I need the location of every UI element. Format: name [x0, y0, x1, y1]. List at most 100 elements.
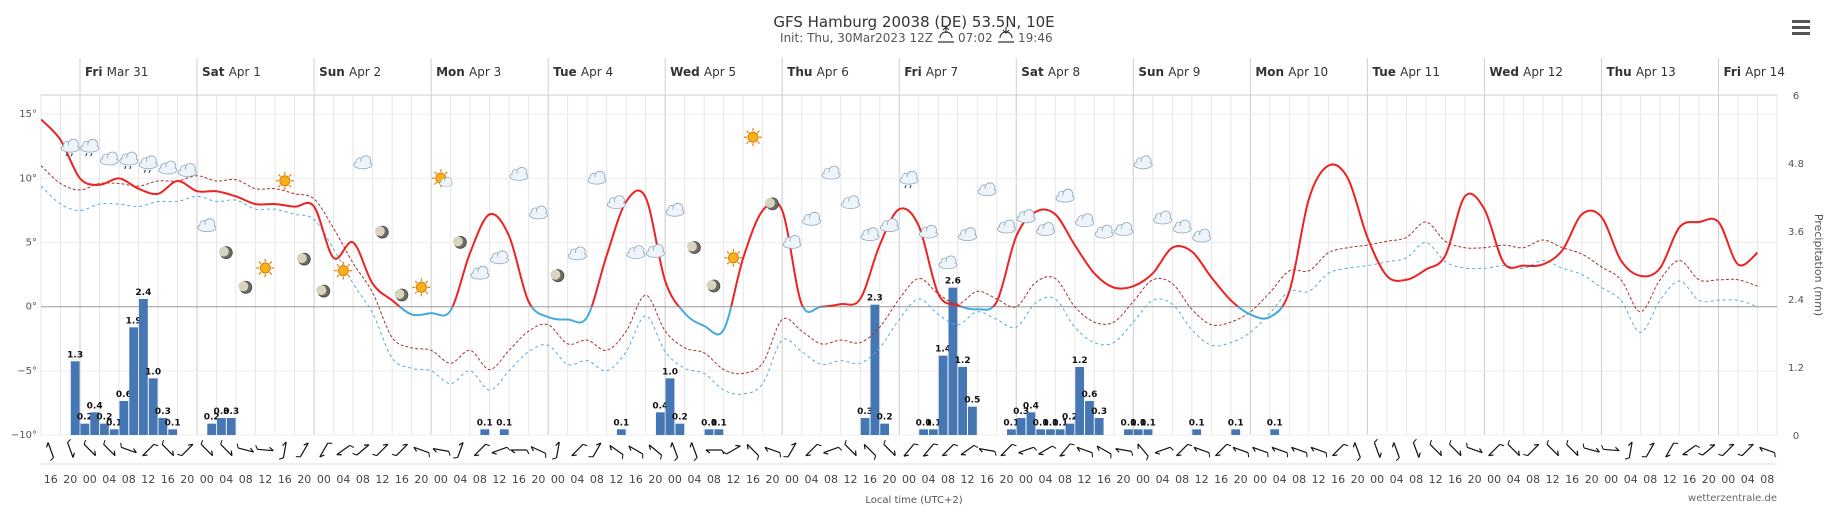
wind-head — [648, 444, 651, 450]
wind-arrow — [161, 439, 175, 457]
wind-head — [942, 454, 948, 457]
day-label: Mon Apr 10 — [1255, 65, 1328, 79]
hour-tick-label: 04 — [219, 473, 233, 486]
hamburger-menu-icon — [1792, 20, 1810, 35]
wind-head — [510, 449, 516, 454]
precip-label: 0.1 — [477, 418, 493, 428]
precip-bar — [1143, 429, 1153, 435]
wind-arrow — [1215, 443, 1232, 457]
wind-shaft — [592, 442, 602, 458]
wind-arrow — [1137, 443, 1149, 461]
hour-tick-label: 20 — [648, 473, 662, 486]
cloud-fill — [901, 177, 917, 184]
wind-arrow — [1193, 446, 1211, 458]
wind-head — [113, 450, 116, 456]
cloud-icon — [607, 195, 626, 210]
wind-shaft — [609, 444, 624, 456]
cloud-fill — [1076, 219, 1093, 226]
precip-bar — [1094, 418, 1104, 435]
init-line: Init: Thu, 30Mar2023 12Z 07:02 19:46 — [780, 26, 1053, 45]
cloud-fill — [627, 251, 644, 258]
precip-bar — [1007, 429, 1016, 435]
hour-tick-label: 12 — [492, 473, 506, 486]
precip-label: 0.3 — [1091, 407, 1107, 417]
cloud-fill — [881, 224, 898, 231]
wind-arrows — [41, 438, 1777, 465]
wind-arrow — [1698, 444, 1716, 456]
wind-shaft — [960, 444, 975, 456]
day-label: Sat Apr 1 — [202, 65, 261, 79]
moon-icon — [452, 235, 467, 249]
hour-tick-label: 16 — [1682, 473, 1696, 486]
wind-arrow — [628, 445, 644, 459]
hour-tick-label: 00 — [1136, 473, 1150, 486]
precip-label: 0.1 — [165, 418, 181, 428]
precip-label: 0.1 — [916, 418, 932, 428]
wind-head — [1595, 447, 1600, 453]
cloud-icon — [1172, 219, 1192, 234]
wind-barb — [933, 443, 939, 446]
wind-shaft — [1176, 443, 1189, 457]
wind-barb — [552, 457, 557, 460]
sunrise-time: 07:02 — [958, 31, 993, 45]
precip-bar — [860, 418, 870, 435]
wind-shaft — [1232, 446, 1249, 454]
wind-barb — [1187, 443, 1193, 447]
wind-head — [1759, 446, 1763, 452]
wind-head — [1076, 446, 1081, 452]
precip-label: 0.2 — [77, 413, 93, 423]
wind-shaft — [823, 446, 839, 454]
moon-light — [452, 236, 463, 247]
wind-arrow — [571, 443, 588, 457]
wind-barb — [1356, 457, 1361, 462]
precip-bar — [90, 412, 100, 435]
wind-head — [1271, 446, 1276, 452]
wind-arrow — [177, 443, 194, 457]
wind-arrow — [1373, 438, 1382, 458]
wind-arrow — [960, 444, 979, 456]
sun-ray — [434, 181, 438, 186]
wind-arrow — [319, 442, 333, 458]
wind-barb — [349, 444, 355, 448]
precip-bar — [968, 406, 977, 435]
cloud-icon — [977, 182, 997, 197]
wind-shaft — [1488, 443, 1501, 457]
wind-shaft — [979, 448, 995, 452]
y-right-tick: 1.2 — [1788, 363, 1804, 374]
wind-arrow — [1523, 443, 1540, 457]
precip-label: 0.1 — [613, 418, 629, 428]
wind-arrow — [510, 449, 530, 455]
wind-arrow — [722, 444, 741, 455]
wind-shaft — [1076, 446, 1093, 454]
sun-ray — [277, 173, 282, 178]
sun-icon — [275, 171, 294, 190]
sun-ray — [425, 280, 429, 284]
cloud-fill — [998, 226, 1015, 232]
sun-icon — [256, 259, 275, 277]
hour-tick-label: 08 — [824, 473, 838, 486]
hour-tick-label: 00 — [1370, 473, 1384, 486]
hour-tick-label: 16 — [629, 473, 643, 486]
raindrop — [143, 169, 146, 173]
wind-head — [805, 454, 811, 457]
wind-arrow — [46, 442, 55, 462]
wind-arrow — [220, 439, 233, 457]
y-right-tick: 3.6 — [1788, 227, 1804, 238]
hour-tick-label: 08 — [1760, 473, 1774, 486]
y-right-tick: 6 — [1793, 91, 1799, 102]
wind-head — [458, 441, 464, 446]
precip-label: 0.1 — [1228, 418, 1244, 428]
wind-head — [402, 443, 408, 446]
menu-button[interactable] — [1788, 14, 1816, 40]
wind-head — [823, 452, 829, 455]
cloud-fill — [471, 272, 488, 279]
hour-tick-label: 16 — [1214, 473, 1228, 486]
sun-ray — [288, 184, 292, 188]
wind-arrow — [1488, 443, 1505, 457]
hour-tick-label: 00 — [434, 473, 448, 486]
wind-arrow — [1018, 446, 1038, 455]
wind-head — [791, 442, 797, 446]
hour-tick-label: 16 — [395, 473, 409, 486]
sun-ray — [746, 130, 750, 134]
wind-shaft — [491, 446, 508, 454]
